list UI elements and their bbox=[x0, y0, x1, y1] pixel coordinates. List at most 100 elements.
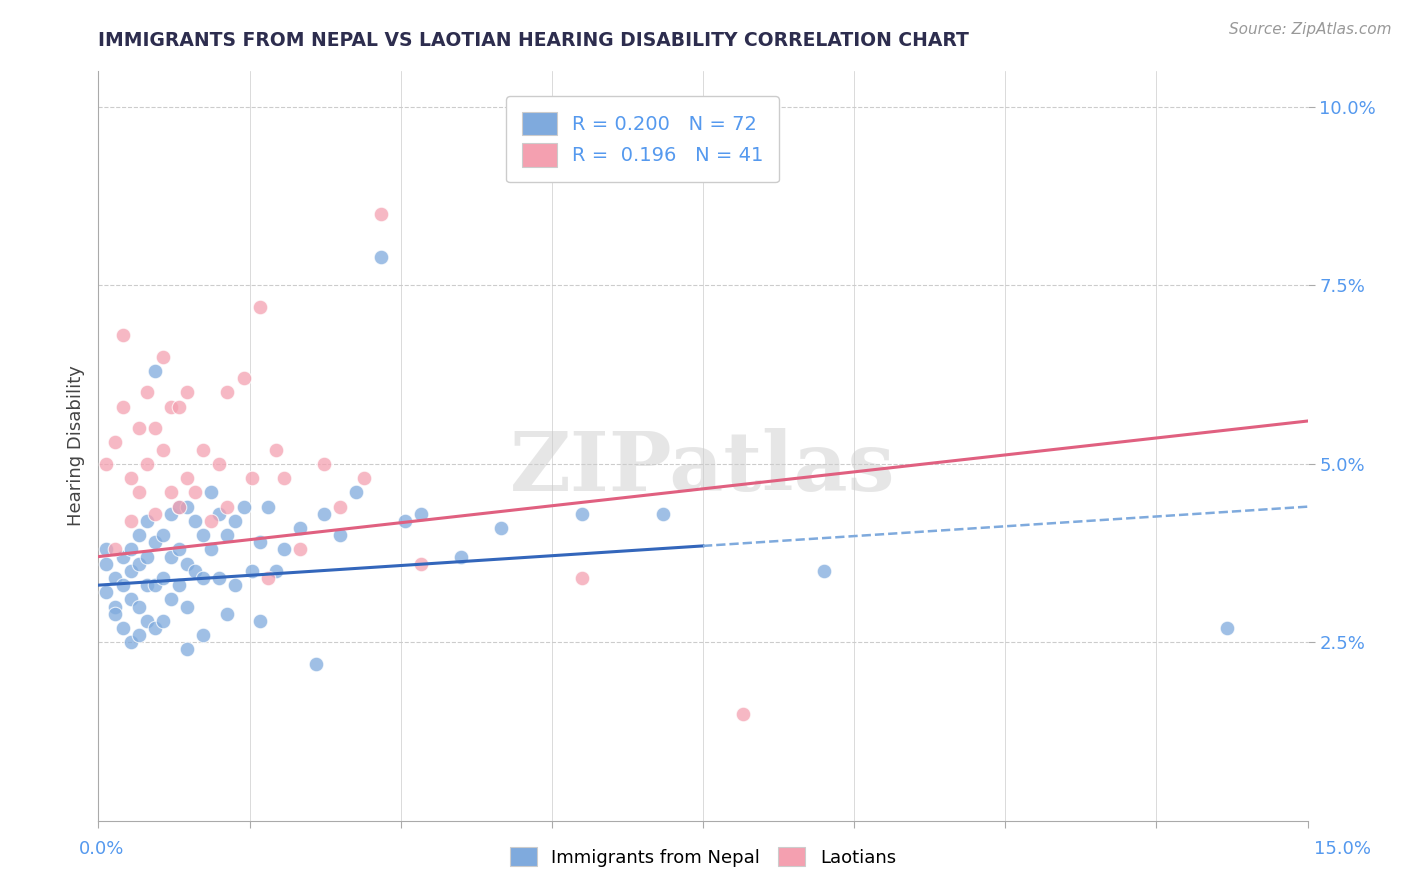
Point bbox=[208, 507, 231, 521]
Point bbox=[128, 628, 150, 642]
Point bbox=[176, 557, 198, 571]
Point bbox=[288, 542, 311, 557]
Point bbox=[96, 542, 118, 557]
Point bbox=[152, 571, 174, 585]
Point bbox=[152, 614, 174, 628]
Point bbox=[143, 621, 166, 635]
Point bbox=[103, 599, 125, 614]
Point bbox=[128, 528, 150, 542]
Point bbox=[135, 385, 157, 400]
Point bbox=[167, 542, 190, 557]
Point bbox=[111, 400, 134, 414]
Point bbox=[135, 614, 157, 628]
Point bbox=[167, 500, 190, 514]
Text: 0.0%: 0.0% bbox=[79, 840, 124, 858]
Point bbox=[120, 471, 142, 485]
Point bbox=[120, 635, 142, 649]
Point bbox=[184, 514, 207, 528]
Point bbox=[813, 564, 835, 578]
Point bbox=[103, 571, 125, 585]
Point bbox=[96, 557, 118, 571]
Point bbox=[128, 485, 150, 500]
Point bbox=[152, 442, 174, 457]
Point bbox=[103, 542, 125, 557]
Point bbox=[193, 571, 215, 585]
Point bbox=[200, 514, 222, 528]
Point bbox=[450, 549, 472, 564]
Point bbox=[208, 457, 231, 471]
Text: ZIPatlas: ZIPatlas bbox=[510, 428, 896, 508]
Point bbox=[256, 571, 278, 585]
Point bbox=[152, 350, 174, 364]
Point bbox=[135, 514, 157, 528]
Point bbox=[193, 628, 215, 642]
Point bbox=[264, 442, 287, 457]
Point bbox=[128, 557, 150, 571]
Point bbox=[111, 621, 134, 635]
Point bbox=[305, 657, 328, 671]
Point bbox=[256, 500, 278, 514]
Point bbox=[120, 542, 142, 557]
Point bbox=[491, 521, 513, 535]
Point bbox=[217, 607, 239, 621]
Point bbox=[249, 535, 271, 549]
Point bbox=[143, 578, 166, 592]
Point bbox=[135, 457, 157, 471]
Point bbox=[160, 400, 183, 414]
Point bbox=[128, 421, 150, 435]
Point bbox=[143, 507, 166, 521]
Legend: R = 0.200   N = 72, R =  0.196   N = 41: R = 0.200 N = 72, R = 0.196 N = 41 bbox=[506, 96, 779, 182]
Point bbox=[353, 471, 375, 485]
Point bbox=[193, 528, 215, 542]
Point bbox=[240, 564, 263, 578]
Point bbox=[167, 400, 190, 414]
Point bbox=[111, 328, 134, 343]
Point bbox=[120, 592, 142, 607]
Point bbox=[167, 578, 190, 592]
Point bbox=[288, 521, 311, 535]
Point bbox=[370, 207, 392, 221]
Point bbox=[224, 514, 246, 528]
Point bbox=[176, 471, 198, 485]
Point bbox=[135, 578, 157, 592]
Legend: Immigrants from Nepal, Laotians: Immigrants from Nepal, Laotians bbox=[503, 840, 903, 874]
Point bbox=[273, 542, 295, 557]
Point bbox=[176, 500, 198, 514]
Point bbox=[733, 706, 755, 721]
Point bbox=[208, 571, 231, 585]
Point bbox=[571, 571, 593, 585]
Point bbox=[111, 578, 134, 592]
Point bbox=[409, 557, 432, 571]
Point bbox=[370, 250, 392, 264]
Point bbox=[184, 485, 207, 500]
Point bbox=[224, 578, 246, 592]
Point bbox=[329, 528, 352, 542]
Point bbox=[193, 442, 215, 457]
Point bbox=[264, 564, 287, 578]
Text: IMMIGRANTS FROM NEPAL VS LAOTIAN HEARING DISABILITY CORRELATION CHART: IMMIGRANTS FROM NEPAL VS LAOTIAN HEARING… bbox=[98, 31, 969, 50]
Point bbox=[329, 500, 352, 514]
Point bbox=[160, 507, 183, 521]
Point bbox=[103, 607, 125, 621]
Point bbox=[217, 500, 239, 514]
Point bbox=[135, 549, 157, 564]
Text: Source: ZipAtlas.com: Source: ZipAtlas.com bbox=[1229, 22, 1392, 37]
Point bbox=[249, 300, 271, 314]
Point bbox=[152, 528, 174, 542]
Point bbox=[111, 549, 134, 564]
Point bbox=[184, 564, 207, 578]
Point bbox=[249, 614, 271, 628]
Point bbox=[160, 592, 183, 607]
Point bbox=[314, 507, 336, 521]
Point bbox=[200, 485, 222, 500]
Point bbox=[344, 485, 367, 500]
Point bbox=[571, 507, 593, 521]
Point bbox=[200, 542, 222, 557]
Point bbox=[314, 457, 336, 471]
Text: 15.0%: 15.0% bbox=[1315, 840, 1371, 858]
Point bbox=[176, 599, 198, 614]
Point bbox=[160, 549, 183, 564]
Point bbox=[128, 599, 150, 614]
Point bbox=[120, 564, 142, 578]
Point bbox=[217, 385, 239, 400]
